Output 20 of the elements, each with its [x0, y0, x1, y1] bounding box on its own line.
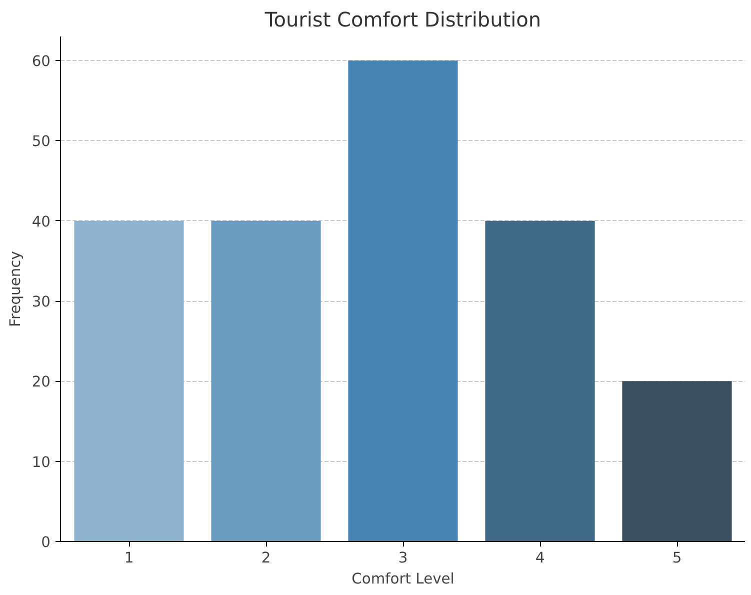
x-tick-label: 4	[535, 550, 545, 566]
y-tick-label: 20	[32, 374, 51, 391]
bar	[211, 220, 321, 542]
y-tick-label: 40	[32, 213, 51, 230]
x-tick-label: 5	[672, 550, 682, 566]
y-tick-label: 0	[41, 534, 51, 551]
y-tick-label: 60	[32, 53, 51, 70]
y-tick-label: 30	[32, 294, 51, 311]
x-tick-label: 1	[124, 550, 134, 566]
bar	[485, 220, 595, 542]
y-tick-label: 10	[32, 454, 51, 471]
y-axis-title: Frequency	[6, 250, 24, 327]
x-axis-title: Comfort Level	[352, 570, 454, 588]
x-tick-label: 3	[398, 550, 408, 566]
bar	[622, 381, 732, 542]
bar	[74, 220, 184, 542]
bar	[348, 60, 458, 542]
y-tick-label: 50	[32, 133, 51, 150]
chart-title: Tourist Comfort Distribution	[264, 8, 542, 32]
x-tick-label: 2	[261, 550, 271, 566]
